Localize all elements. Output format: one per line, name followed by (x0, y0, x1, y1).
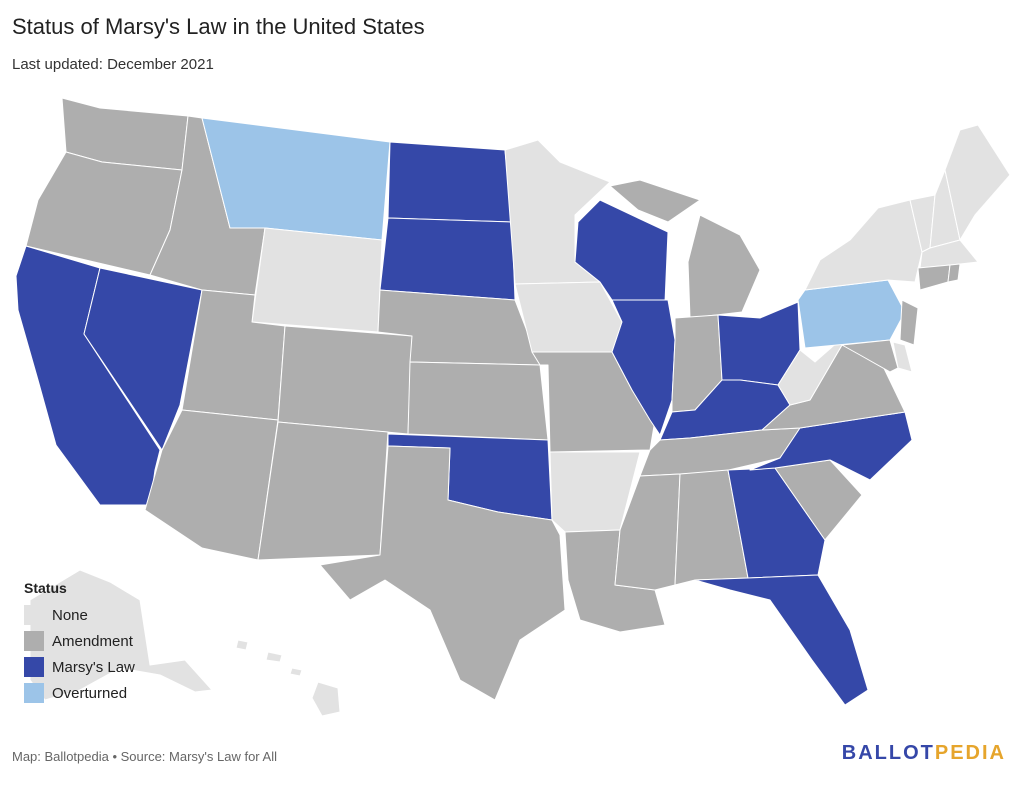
legend-title: Status (24, 580, 67, 596)
legend-swatch-marsys-law (24, 657, 44, 677)
state-MT[interactable] (201, 117, 391, 241)
legend-swatch-none (24, 605, 44, 625)
state-MI[interactable] (609, 179, 761, 319)
state-ND[interactable] (387, 141, 513, 223)
map-title: Status of Marsy's Law in the United Stat… (12, 14, 425, 39)
state-KS[interactable] (407, 361, 549, 441)
state-CT[interactable] (917, 264, 951, 291)
state-DE[interactable] (892, 341, 913, 373)
us-states-map (15, 97, 1011, 717)
map-subtitle: Last updated: December 2021 (12, 56, 214, 73)
state-TX[interactable] (319, 445, 566, 701)
state-MD[interactable] (841, 339, 899, 373)
state-HI[interactable] (235, 639, 341, 717)
legend-label-overturned: Overturned (52, 684, 128, 702)
state-RI[interactable] (947, 263, 961, 283)
legend-label-marsys-law: Marsy's Law (52, 658, 135, 676)
state-NY[interactable] (804, 199, 923, 291)
legend-swatch-overturned (24, 683, 44, 703)
legend-item-overturned: Overturned (24, 680, 135, 706)
legend-item-amendment: Amendment (24, 628, 135, 654)
brand-part-pedia: PEDIA (934, 742, 1006, 764)
legend-item-none: None (24, 602, 135, 628)
state-AK[interactable] (29, 569, 213, 701)
map-legend: Status None Amendment Marsy's Law Overtu… (24, 580, 135, 706)
state-IA[interactable] (514, 281, 623, 353)
source-credit: Map: Ballotpedia • Source: Marsy's Law f… (12, 749, 277, 764)
state-NJ[interactable] (899, 299, 919, 346)
state-CO[interactable] (277, 325, 413, 435)
state-SD[interactable] (379, 217, 516, 301)
legend-swatch-amendment (24, 631, 44, 651)
brand-part-ballot: BALLOT (841, 742, 935, 764)
state-FL[interactable] (694, 574, 869, 706)
legend-label-none: None (52, 606, 88, 624)
state-NV[interactable] (83, 267, 203, 451)
legend-item-marsys-law: Marsy's Law (24, 654, 135, 680)
legend-label-amendment: Amendment (52, 632, 133, 650)
state-PA[interactable] (797, 279, 906, 349)
state-NM[interactable] (257, 421, 389, 561)
state-IL[interactable] (611, 299, 676, 436)
ballotpedia-logo[interactable]: BALLOTPEDIA (842, 742, 1006, 765)
state-WY[interactable] (251, 227, 383, 333)
